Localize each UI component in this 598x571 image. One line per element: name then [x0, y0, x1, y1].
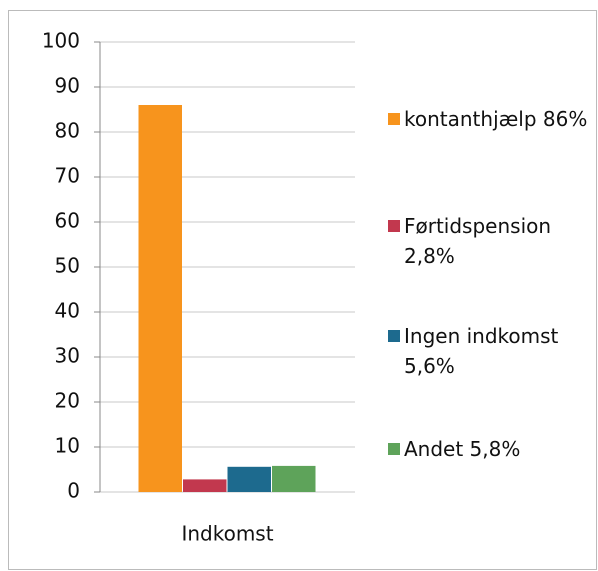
y-tick-label: 80: [55, 119, 80, 143]
legend-label: Ingen indkomst 5,6%: [404, 324, 559, 378]
legend-label: Førtidspension 2,8%: [404, 214, 552, 268]
y-tick-label: 0: [67, 479, 80, 503]
y-tick-label: 40: [55, 299, 80, 323]
legend-entry: Andet 5,8%: [404, 437, 521, 461]
bar: [272, 465, 316, 492]
y-tick-label: 70: [55, 164, 80, 188]
bar: [138, 105, 182, 492]
legend-label: kontanthjælp 86%: [404, 107, 588, 131]
legend-label: Andet 5,8%: [404, 437, 521, 461]
y-tick-label: 100: [42, 29, 80, 53]
legend-swatch: [388, 220, 400, 232]
y-tick-label: 30: [55, 344, 80, 368]
y-tick-label: 10: [55, 434, 80, 458]
legend-entry: kontanthjælp 86%: [404, 107, 588, 131]
y-tick-label: 50: [55, 254, 80, 278]
legend-swatch: [388, 330, 400, 342]
y-tick-label: 20: [55, 389, 80, 413]
legend-swatch: [388, 443, 400, 455]
bar: [183, 479, 227, 492]
y-tick-label: 60: [55, 209, 80, 233]
x-tick-label: Indkomst: [181, 522, 273, 546]
y-tick-label: 90: [55, 74, 80, 98]
legend-entry: Ingen indkomst 5,6%: [404, 324, 559, 378]
legend-swatch: [388, 113, 400, 125]
legend-entry: Førtidspension 2,8%: [404, 214, 552, 268]
bar: [227, 466, 271, 492]
